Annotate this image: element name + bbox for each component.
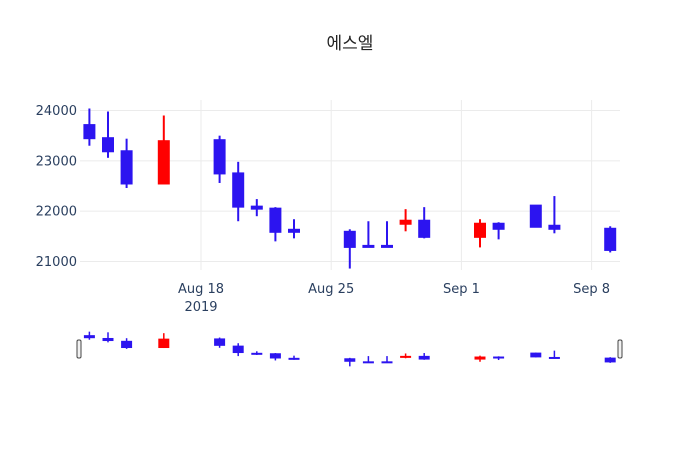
candle[interactable] [232, 161, 245, 222]
candle[interactable] [362, 221, 375, 248]
chart-title: 에스엘 [327, 34, 374, 54]
candle[interactable] [250, 199, 263, 217]
range-slider-left-handle[interactable] [76, 339, 82, 359]
candle[interactable] [269, 207, 282, 242]
gridlines [80, 100, 620, 270]
candle[interactable] [213, 135, 226, 183]
candle[interactable] [548, 196, 561, 234]
x-tick-label: Sep 1 [443, 282, 480, 297]
candle[interactable] [399, 209, 412, 232]
x-year-label: 2019 [184, 300, 217, 315]
candle[interactable] [83, 108, 96, 146]
x-tick-label: Aug 18 [178, 282, 224, 297]
candle[interactable] [102, 111, 114, 158]
candle[interactable] [529, 204, 542, 228]
x-tick-label: Aug 25 [308, 282, 354, 297]
candle[interactable] [288, 219, 300, 239]
candle[interactable] [418, 207, 431, 239]
candle[interactable] [604, 226, 617, 253]
range-slider-right-handle[interactable] [617, 339, 623, 359]
candle[interactable] [343, 229, 356, 269]
candles-main[interactable] [83, 108, 617, 269]
candle[interactable] [120, 138, 133, 189]
range-slider-candles [83, 331, 616, 367]
y-tick-label: 21000 [36, 255, 77, 270]
y-tick-label: 22000 [36, 205, 77, 220]
y-axis: 21000 22000 23000 24000 [36, 104, 77, 270]
candle[interactable] [474, 219, 486, 248]
x-tick-label: Sep 8 [573, 282, 610, 297]
candle[interactable] [381, 221, 393, 248]
candle[interactable] [157, 115, 170, 185]
y-tick-label: 23000 [36, 154, 77, 169]
candle[interactable] [492, 222, 505, 240]
range-slider[interactable] [76, 331, 623, 367]
x-axis: 2019 Aug 18 Aug 25 Sep 1 Sep 8 [178, 282, 610, 315]
y-tick-label: 24000 [36, 104, 77, 119]
